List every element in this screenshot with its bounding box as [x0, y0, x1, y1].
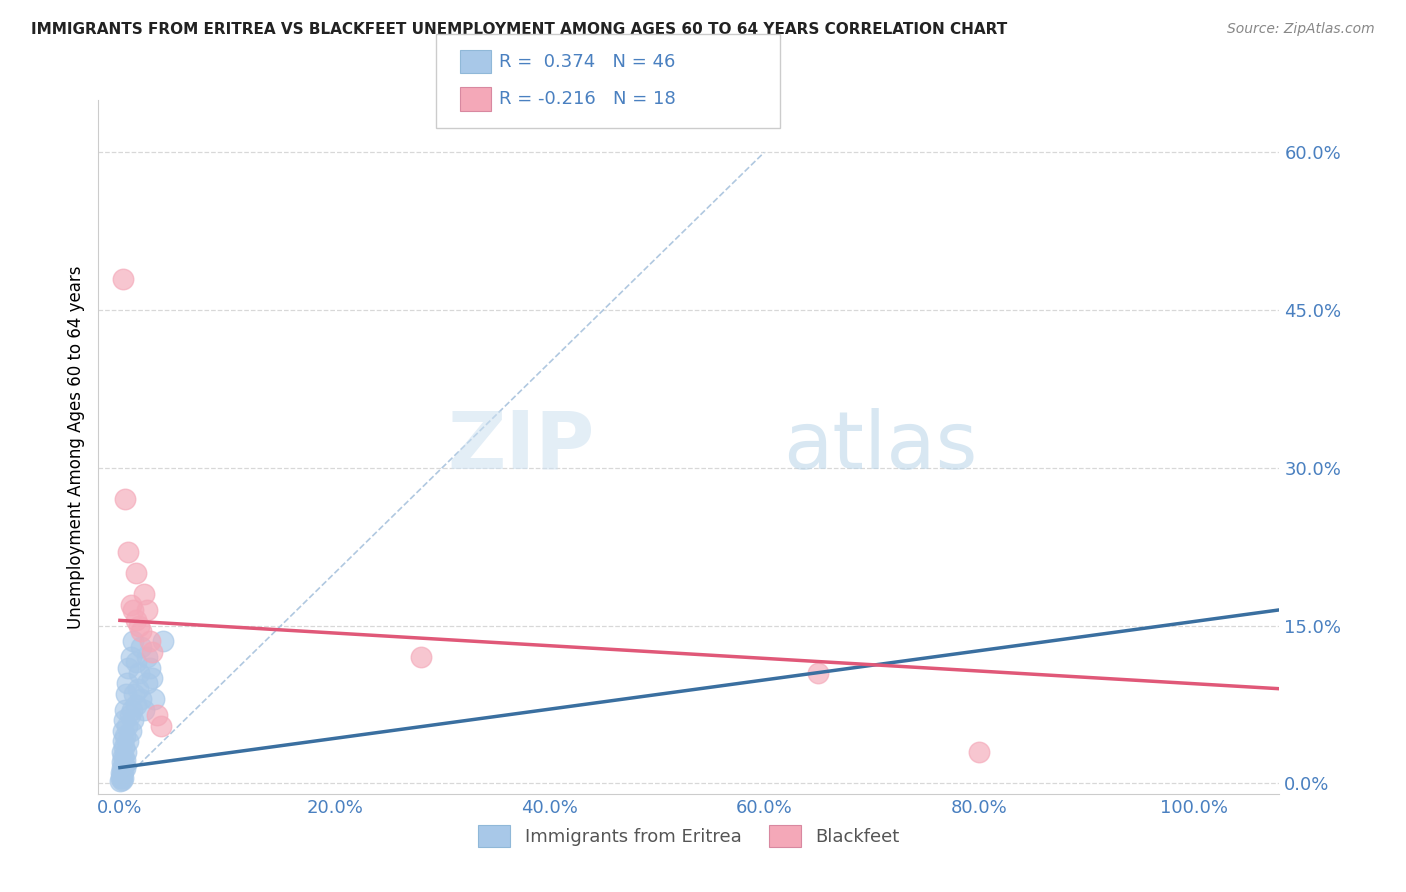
Point: [117, 661, 139, 675]
Point: [143, 692, 166, 706]
Point: [131, 692, 153, 706]
Point: [112, 771, 135, 785]
Point: [807, 665, 830, 680]
Point: [110, 771, 132, 785]
Point: [115, 687, 138, 701]
Point: [141, 645, 163, 659]
Point: [111, 745, 134, 759]
Text: R =  0.374   N = 46: R = 0.374 N = 46: [499, 53, 675, 70]
Point: [110, 774, 132, 789]
Point: [111, 756, 134, 770]
Point: [121, 713, 143, 727]
Point: [121, 703, 143, 717]
Point: [112, 739, 135, 754]
Text: Source: ZipAtlas.com: Source: ZipAtlas.com: [1227, 22, 1375, 37]
Point: [112, 750, 135, 764]
Point: [115, 745, 138, 759]
Point: [139, 634, 162, 648]
Text: IMMIGRANTS FROM ERITREA VS BLACKFEET UNEMPLOYMENT AMONG AGES 60 TO 64 YEARS CORR: IMMIGRANTS FROM ERITREA VS BLACKFEET UNE…: [31, 22, 1007, 37]
Point: [118, 708, 141, 723]
Point: [132, 703, 155, 717]
Point: [141, 671, 163, 685]
Point: [117, 718, 139, 732]
Point: [121, 603, 143, 617]
Point: [120, 598, 142, 612]
Point: [114, 703, 136, 717]
Point: [128, 665, 150, 680]
Text: atlas: atlas: [783, 408, 977, 486]
Point: [152, 634, 174, 648]
Point: [120, 650, 142, 665]
Point: [967, 745, 990, 759]
Text: R = -0.216   N = 18: R = -0.216 N = 18: [499, 90, 676, 108]
Point: [117, 734, 139, 748]
Point: [409, 650, 432, 665]
Point: [117, 676, 139, 690]
Point: [135, 650, 157, 665]
Legend: Immigrants from Eritrea, Blackfeet: Immigrants from Eritrea, Blackfeet: [471, 818, 907, 855]
Point: [111, 768, 134, 782]
Point: [125, 698, 148, 712]
Point: [135, 603, 157, 617]
Point: [131, 624, 153, 638]
Point: [149, 718, 172, 732]
Point: [110, 773, 132, 788]
Point: [131, 640, 153, 654]
Point: [112, 723, 135, 738]
Point: [139, 661, 162, 675]
Point: [110, 761, 132, 775]
Point: [127, 681, 149, 696]
Y-axis label: Unemployment Among Ages 60 to 64 years: Unemployment Among Ages 60 to 64 years: [66, 265, 84, 629]
Point: [125, 614, 148, 628]
Point: [110, 765, 132, 780]
Point: [135, 676, 157, 690]
Point: [111, 734, 134, 748]
Point: [132, 587, 155, 601]
Point: [117, 545, 139, 559]
Point: [114, 492, 136, 507]
Point: [125, 656, 148, 670]
Point: [125, 566, 148, 580]
Point: [111, 764, 134, 778]
Point: [114, 753, 136, 767]
Point: [112, 713, 135, 727]
Point: [128, 618, 150, 632]
Text: ZIP: ZIP: [447, 408, 595, 486]
Point: [120, 723, 142, 738]
Point: [112, 757, 135, 772]
Point: [121, 634, 143, 648]
Point: [114, 729, 136, 743]
Point: [112, 271, 135, 285]
Point: [114, 761, 136, 775]
Point: [146, 708, 169, 723]
Point: [122, 687, 145, 701]
